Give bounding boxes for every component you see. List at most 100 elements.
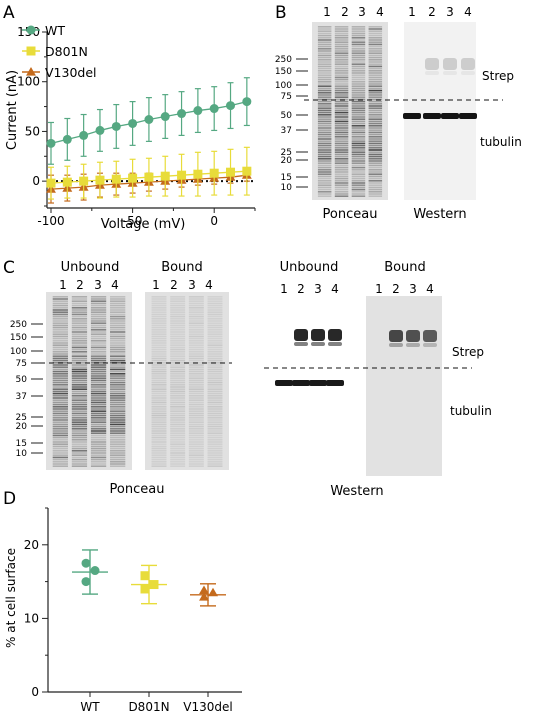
tubulin-band (441, 113, 459, 119)
strep-band-smear (423, 343, 437, 347)
blot-band (71, 417, 88, 419)
blot-band (351, 138, 366, 140)
blot-band (368, 72, 383, 74)
tubulin-band (459, 113, 477, 119)
lane-number: 2 (392, 282, 400, 296)
blot-band (110, 329, 126, 331)
blot-band (170, 331, 186, 333)
blot-band (334, 149, 349, 151)
blot-band (207, 390, 223, 393)
blot-band (207, 311, 223, 313)
blot-band (334, 98, 349, 101)
blot-band (207, 344, 223, 346)
blot-background (366, 296, 442, 476)
blot-band (334, 61, 349, 63)
blot-band (317, 32, 332, 35)
blot-band (170, 412, 186, 415)
data-point (149, 580, 159, 590)
blot-band (207, 386, 223, 388)
blot-band (170, 401, 186, 404)
blot-band (317, 52, 332, 54)
blot-band (110, 348, 126, 351)
blot-band (110, 388, 126, 390)
blot-band (317, 56, 332, 59)
blot-band (90, 386, 107, 388)
lane-number: 3 (188, 278, 196, 292)
blot-band (110, 366, 126, 368)
blot-band (334, 169, 349, 171)
blot-band (368, 153, 383, 156)
blot-band (207, 368, 223, 371)
blot-band (368, 67, 383, 70)
blot-band (334, 118, 349, 120)
blot-band (368, 158, 383, 160)
blot-band (110, 311, 126, 313)
blot-band (188, 403, 204, 406)
strep-band (425, 58, 439, 70)
blot-band (334, 96, 349, 98)
blot-band (207, 359, 223, 362)
blot-band (351, 76, 366, 79)
blot-band (110, 304, 126, 307)
blot-band (317, 109, 332, 112)
blot-band (368, 155, 383, 158)
blot-band (71, 359, 88, 362)
blot-band (334, 87, 349, 90)
blot-band (351, 129, 366, 131)
blot-band (90, 302, 107, 305)
blot-band (170, 335, 186, 338)
panel-b-letter: B (275, 3, 287, 23)
panel-c-bound-title-western: Bound (384, 260, 426, 275)
blot-band (207, 322, 223, 324)
blot-band (317, 26, 332, 28)
blot-band (368, 41, 383, 43)
blot-band (90, 401, 107, 404)
blot-band (351, 32, 366, 35)
blot-band (188, 439, 204, 441)
blot-band (151, 311, 167, 313)
blot-band (351, 74, 366, 76)
blot-band (71, 443, 88, 445)
panel-c-strep-label: Strep (452, 345, 484, 359)
blot-band (188, 375, 204, 377)
blot-band (151, 395, 167, 397)
blot-band (151, 324, 167, 327)
blot-band (368, 171, 383, 173)
panel-c-western-caption: Western (330, 484, 383, 499)
blot-band (110, 403, 126, 406)
blot-band (334, 129, 349, 131)
blot-band (351, 169, 366, 171)
blot-band (90, 318, 107, 320)
blot-band (170, 333, 186, 335)
blot-band (317, 45, 332, 48)
blot-band (188, 430, 204, 432)
blot-band (334, 45, 349, 48)
lane-number: 3 (314, 282, 322, 296)
panel-b-western-blot (403, 22, 477, 200)
blot-band (207, 421, 223, 423)
blot-band (110, 408, 126, 410)
blot-band (188, 397, 204, 399)
blot-band (207, 300, 223, 302)
data-point (209, 168, 219, 178)
strep-band (443, 58, 457, 70)
strep-band-smear (389, 343, 403, 347)
blot-band (317, 180, 332, 182)
data-point (140, 584, 150, 594)
strep-band-smear (461, 71, 475, 75)
blot-band (151, 417, 167, 419)
blot-band (368, 164, 383, 167)
data-point (95, 175, 105, 185)
lane-number: 2 (297, 282, 305, 296)
y-tick-label: 0 (31, 685, 39, 699)
blot-band (334, 81, 349, 83)
blot-band (110, 375, 126, 377)
blot-band (52, 318, 68, 320)
blot-band (334, 72, 349, 74)
blot-band (71, 458, 88, 461)
blot-band (368, 169, 383, 171)
blot-band (90, 335, 107, 338)
blot-band (52, 430, 68, 432)
blot-band (71, 335, 88, 338)
blot-band (170, 395, 186, 397)
